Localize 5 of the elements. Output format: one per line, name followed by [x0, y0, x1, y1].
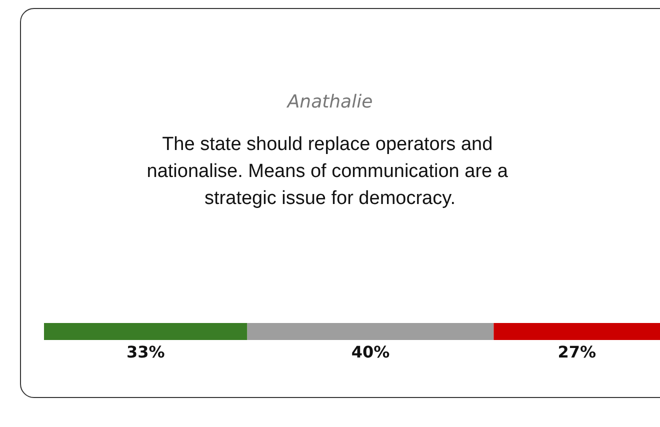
- data-label: 27%: [558, 342, 596, 362]
- chart-subtitle: The state should replace operators and nationalise. Means of communication are a strategic issue for democracy.: [146, 134, 514, 209]
- data-label: 33%: [126, 342, 165, 362]
- chart-title: Anathalie: [286, 92, 373, 112]
- data-label: 40%: [351, 342, 390, 362]
